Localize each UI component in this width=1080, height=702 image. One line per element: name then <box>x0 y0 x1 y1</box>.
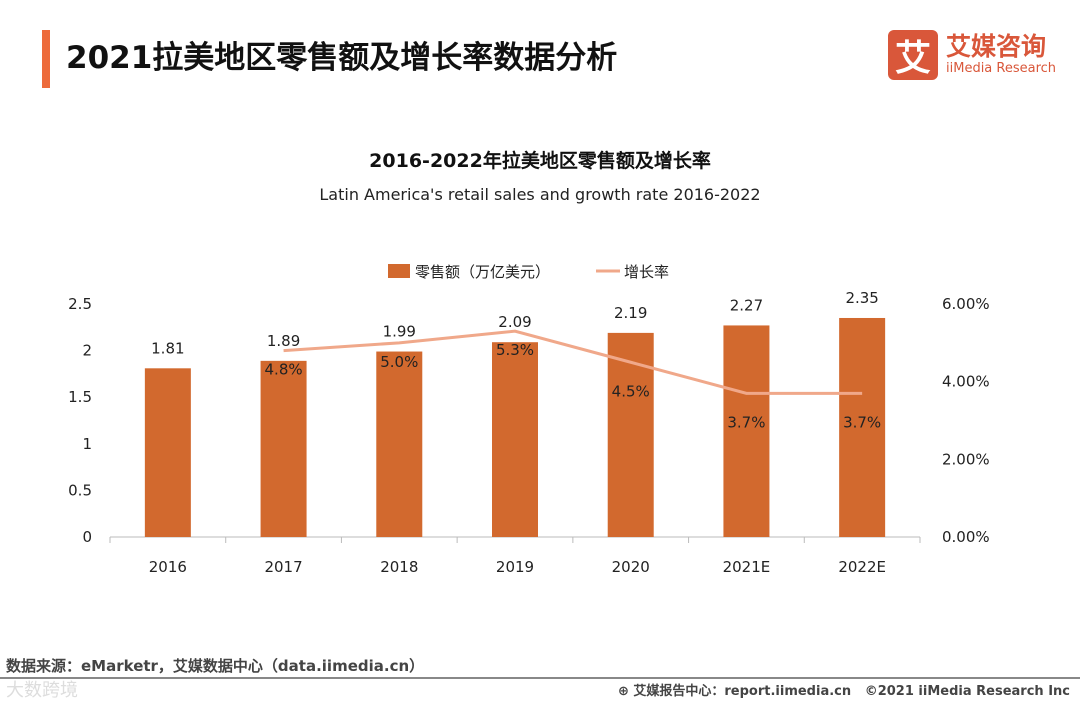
globe-icon: ⊕ <box>617 684 634 699</box>
x-tick-label: 2016 <box>149 558 187 576</box>
legend-bar-label: 零售额（万亿美元） <box>415 263 550 281</box>
bar <box>376 351 423 537</box>
right-tick-label: 4.00% <box>942 373 990 391</box>
bar-data-label: 2.09 <box>498 313 531 331</box>
iimedia-logo: 艾 艾媒咨询 iiMedia Research <box>888 30 1056 80</box>
bar <box>144 368 191 537</box>
footer-credit: ⊕ 艾媒报告中心：report.iimedia.cn ©2021 iiMedia… <box>617 684 1070 699</box>
bar-data-label: 2.35 <box>845 289 878 307</box>
footer-divider <box>0 677 1080 679</box>
growth-line <box>283 329 863 395</box>
right-tick-label: 2.00% <box>942 450 990 468</box>
growth-data-label: 4.5% <box>612 382 650 400</box>
left-tick-label: 1.5 <box>68 388 92 406</box>
bar <box>723 325 770 537</box>
bar-data-label: 2.27 <box>730 296 763 314</box>
bar <box>492 342 538 537</box>
bar <box>260 360 307 537</box>
title-accent-bar <box>42 30 50 88</box>
bar-data-label: 2.19 <box>614 304 647 322</box>
growth-data-label: 5.3% <box>496 341 534 359</box>
left-tick-label: 1 <box>82 435 92 453</box>
chart-title: 2016-2022年拉美地区零售额及增长率 <box>369 150 711 172</box>
source-note: 数据来源：eMarketr，艾媒数据中心（data.iimedia.cn） <box>6 657 425 675</box>
logo-mark: 艾 <box>888 30 938 80</box>
left-tick-label: 2.5 <box>68 295 92 313</box>
x-tick-label: 2021E <box>723 558 771 576</box>
left-tick-label: 0 <box>82 528 92 546</box>
x-tick-label: 2017 <box>264 558 302 576</box>
bar-data-label: 1.81 <box>151 339 184 357</box>
watermark: 大数跨境 <box>6 680 78 701</box>
legend-line-label: 增长率 <box>624 263 669 281</box>
logo-en: iiMedia Research <box>946 61 1057 76</box>
chart-subtitle: Latin America's retail sales and growth … <box>319 185 761 204</box>
growth-data-label: 3.7% <box>843 413 881 431</box>
left-tick-label: 0.5 <box>68 481 92 499</box>
right-tick-label: 0.00% <box>942 528 990 546</box>
x-tick-label: 2022E <box>838 558 886 576</box>
legend-bar-swatch <box>388 264 410 278</box>
right-tick-label: 6.00% <box>942 295 990 313</box>
left-tick-label: 2 <box>82 342 92 360</box>
growth-data-label: 3.7% <box>727 413 765 431</box>
page-title: 2021拉美地区零售额及增长率数据分析 <box>66 40 618 76</box>
bar-data-label: 1.99 <box>383 323 416 341</box>
growth-data-label: 5.0% <box>380 353 418 371</box>
x-tick-label: 2020 <box>612 558 650 576</box>
bar <box>839 317 886 537</box>
bar-data-label: 1.89 <box>267 332 300 350</box>
logo-cn: 艾媒咨询 <box>946 32 1047 61</box>
x-tick-label: 2019 <box>496 558 534 576</box>
x-tick-label: 2018 <box>380 558 418 576</box>
growth-data-label: 4.8% <box>265 361 303 379</box>
